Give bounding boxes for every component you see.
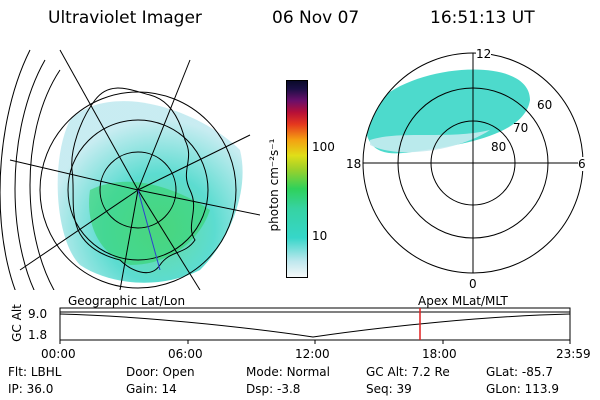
- outer-arc: [14, 59, 46, 290]
- mlat-label-70: 70: [513, 121, 529, 135]
- glat-field: GLat: -85.7: [486, 365, 553, 379]
- x-tick-2359: 23:59: [556, 347, 591, 361]
- altitude-curve: [59, 313, 571, 338]
- colorbar-tick-100: 100: [312, 140, 335, 154]
- coastline: [71, 87, 196, 274]
- instrument-title: Ultraviolet Imager: [48, 8, 202, 28]
- apex-title: Apex MLat/MLT: [418, 294, 508, 308]
- glon-field: GLon: 113.9: [486, 382, 559, 396]
- meridian-line: [137, 59, 191, 191]
- meridian-line: [9, 159, 139, 191]
- time-label: 16:51:13 UT: [430, 8, 535, 28]
- lat-circle: [67, 119, 209, 261]
- meridian-line: [19, 189, 139, 271]
- colorbar-tick-10: 10: [312, 229, 328, 243]
- colorbar-unit-label: photon cm⁻²s⁻¹: [267, 138, 281, 232]
- outer-arc: [0, 49, 31, 290]
- door-field: Door: Open: [126, 365, 195, 379]
- mlt-label-6: 6: [578, 157, 586, 171]
- mlat-label-60: 60: [537, 98, 553, 112]
- dsp-field: Dsp: -3.8: [246, 382, 301, 396]
- ip-field: IP: 36.0: [8, 382, 54, 396]
- color-scale-bar: [286, 80, 308, 278]
- geographic-aurora-image: [0, 49, 260, 290]
- mlt-label-18: 18: [346, 157, 362, 171]
- seq-field: Seq: 39: [366, 382, 412, 396]
- sun-direction-line: [137, 189, 161, 271]
- y-tick-1.8: 1.8: [28, 328, 48, 342]
- filter-field: Flt: LBHL: [8, 365, 62, 379]
- x-tick-0600: 06:00: [168, 347, 203, 361]
- meridian-line: [119, 189, 139, 290]
- mlt-label-12: 12: [476, 47, 492, 61]
- gc-alt-field: GC Alt: 7.2 Re: [366, 365, 450, 379]
- meridian-line: [137, 189, 260, 216]
- meridian-line: [59, 49, 139, 191]
- timeline-frame: [59, 307, 571, 341]
- x-tick-1800: 18:00: [422, 347, 457, 361]
- geographic-title: Geographic Lat/Lon: [68, 294, 186, 308]
- y-tick-9: 9.0: [28, 307, 48, 321]
- gain-field: Gain: 14: [126, 382, 177, 396]
- date-label: 06 Nov 07: [272, 8, 360, 28]
- polar-aurora-emission: [365, 69, 530, 154]
- meridian-line: [137, 134, 251, 191]
- polar-mlt-plot: [362, 52, 584, 274]
- mode-field: Mode: Normal: [246, 365, 330, 379]
- gc-alt-axis-label: GC Alt: [10, 304, 24, 342]
- meridian-line: [137, 189, 201, 290]
- mlat-label-80: 80: [491, 140, 507, 154]
- mlt-label-0: 0: [469, 277, 477, 291]
- outer-arc: [29, 69, 61, 290]
- altitude-timeline: [59, 307, 571, 344]
- x-tick-0000: 00:00: [41, 347, 76, 361]
- lat-circle: [99, 151, 177, 229]
- x-tick-1200: 12:00: [295, 347, 330, 361]
